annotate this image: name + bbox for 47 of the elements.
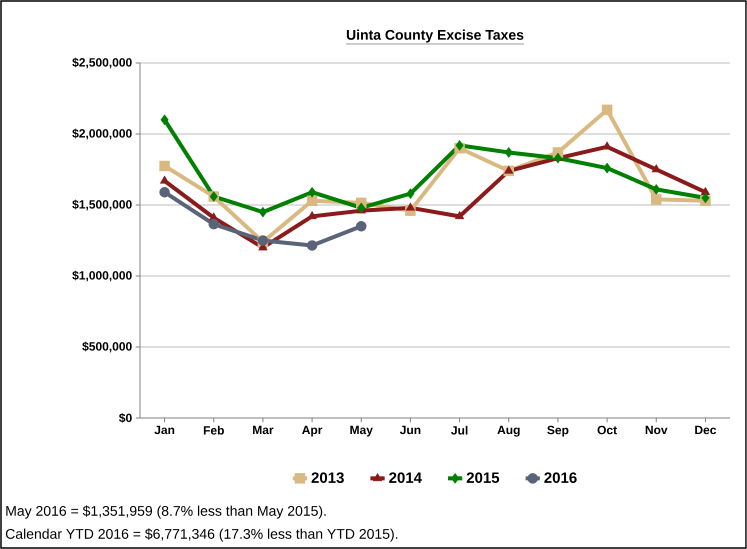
x-tick-label: Sep: [547, 426, 568, 437]
text: Calendar YTD 2016 = $6,771,346 (17.3% less than YTD 2015).: [6, 528, 398, 542]
x-tick-label: Aug: [497, 426, 520, 437]
y-tick-label: $2,000,000: [72, 128, 132, 140]
point: [504, 147, 513, 158]
point: [652, 184, 660, 195]
legend-label: 2015: [466, 472, 500, 483]
point: [406, 202, 415, 211]
x-tick-label: Apr: [302, 426, 322, 437]
point: [356, 221, 367, 232]
x-tick-label: Feb: [204, 426, 224, 435]
x-tick-label: Nov: [646, 426, 668, 434]
legend-label: 2016: [544, 472, 577, 483]
y-tick-label: $2,500,000: [72, 58, 132, 68]
point: [603, 162, 612, 174]
point: [602, 104, 612, 116]
point: [308, 186, 316, 198]
point: [406, 188, 414, 199]
text: May 2016 = $1,351,959 (8.7% less than May 2015).: [6, 505, 326, 519]
point: [208, 218, 219, 230]
y-tick-label: $1,000,000: [72, 270, 132, 282]
y-tick-label: $1,500,000: [72, 200, 132, 210]
x-tick-label: Mar: [253, 426, 274, 434]
y-tick-label: $0: [119, 413, 132, 423]
point: [159, 186, 170, 198]
point: [160, 114, 169, 126]
point: [504, 166, 514, 174]
x-tick-label: Jul: [451, 426, 468, 435]
y-tick-label: $500,000: [82, 342, 132, 352]
point: [357, 202, 366, 214]
point: [258, 206, 267, 218]
point: [306, 240, 318, 251]
legend-label: 2014: [389, 472, 422, 483]
point: [455, 211, 464, 220]
x-tick-label: Oct: [598, 426, 617, 434]
point: [159, 160, 170, 172]
legend-label: 2013: [312, 472, 344, 484]
point: [651, 194, 662, 205]
chart-title: Uinta County Excise Taxes: [346, 30, 524, 43]
point: [554, 152, 562, 164]
point: [701, 192, 710, 204]
x-tick-label: May: [350, 426, 373, 437]
x-tick-label: Dec: [695, 426, 716, 434]
point: [456, 140, 464, 151]
x-tick-label: Jun: [400, 426, 420, 434]
point: [306, 195, 318, 206]
x-tick-label: Jan: [154, 426, 174, 434]
